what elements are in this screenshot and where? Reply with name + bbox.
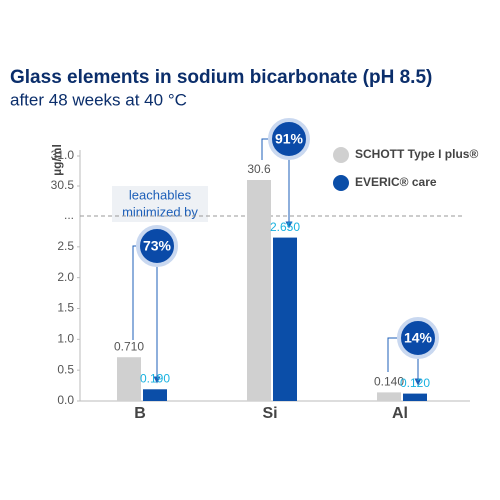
badge-text: 91% (275, 131, 304, 147)
bar (403, 393, 427, 401)
bar (377, 392, 401, 401)
x-tick-label: Al (392, 405, 408, 422)
badge (136, 225, 178, 267)
annotation: minimized by (122, 204, 198, 219)
annotation: leachables (129, 187, 192, 202)
badge-text: 14% (404, 330, 433, 346)
legend-marker (333, 147, 349, 163)
x-tick-label: Si (262, 405, 277, 422)
legend-marker (333, 175, 349, 191)
arrow (132, 245, 140, 340)
x-tick-label: B (134, 405, 146, 422)
value-label: 0.120 (400, 376, 430, 390)
y-tick-label: 2.0 (57, 270, 74, 284)
arrow (387, 337, 401, 372)
bar (143, 389, 167, 401)
y-tick-label: 0.0 (57, 393, 74, 407)
value-label: 0.140 (374, 375, 404, 389)
value-label: 0.190 (140, 371, 170, 385)
y-tick-label: 2.5 (57, 239, 74, 253)
legend-label: SCHOTT Type I plus® (355, 147, 478, 161)
y-tick-label: 0.5 (57, 362, 74, 376)
y-tick-label: 30.5 (51, 178, 75, 192)
bar (273, 237, 297, 401)
y-tick-label: 1.0 (57, 332, 74, 346)
y-tick-label: 1.5 (57, 301, 74, 315)
chart-title: Glass elements in sodium bicarbonate (pH… (10, 67, 432, 88)
chart-subtitle: after 48 weeks at 40 °C (10, 90, 187, 109)
y-tick-label: ... (64, 208, 74, 222)
y-axis-label: µg/ml (50, 144, 64, 176)
badge (268, 118, 310, 160)
badge (397, 317, 439, 359)
bar (247, 180, 271, 401)
badge-text: 73% (143, 238, 172, 254)
legend-label: EVERIC® care (355, 175, 437, 189)
value-label: 30.6 (247, 162, 271, 176)
bar (117, 357, 141, 401)
value-label: 2.650 (270, 220, 300, 234)
value-label: 0.710 (114, 339, 144, 353)
y-tick-label: 31.0 (51, 148, 75, 162)
